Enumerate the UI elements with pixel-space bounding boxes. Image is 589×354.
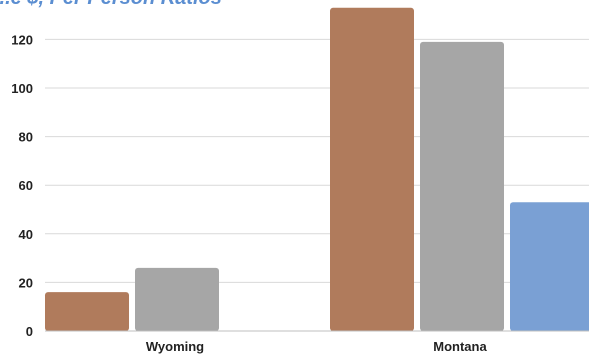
y-tick-label: 20 [19, 275, 33, 290]
y-tick-label: 120 [11, 32, 33, 47]
bar-wyoming-2 [135, 267, 219, 331]
gridlines [45, 38, 589, 283]
y-tick-label: 60 [19, 178, 33, 193]
y-tick-label: 0 [26, 324, 33, 339]
y-tick-label: 80 [19, 130, 33, 145]
y-tick-label: 40 [19, 227, 33, 242]
bar-montana-1 [330, 7, 414, 332]
x-category-label: Montana [433, 339, 487, 354]
bar-montana-3 [510, 202, 589, 331]
x-category-label: Wyoming [146, 339, 204, 354]
y-tick-label: 100 [11, 81, 33, 96]
chart-title: ...e $, Per Person Ratios [0, 0, 222, 9]
y-axis-ticks: 0 20 40 60 80 100 120 [11, 32, 33, 339]
bar-montana-2 [420, 41, 504, 332]
bar-wyoming-1 [45, 292, 129, 331]
bars [45, 7, 589, 332]
x-axis-categories: Wyoming Montana [146, 339, 488, 354]
